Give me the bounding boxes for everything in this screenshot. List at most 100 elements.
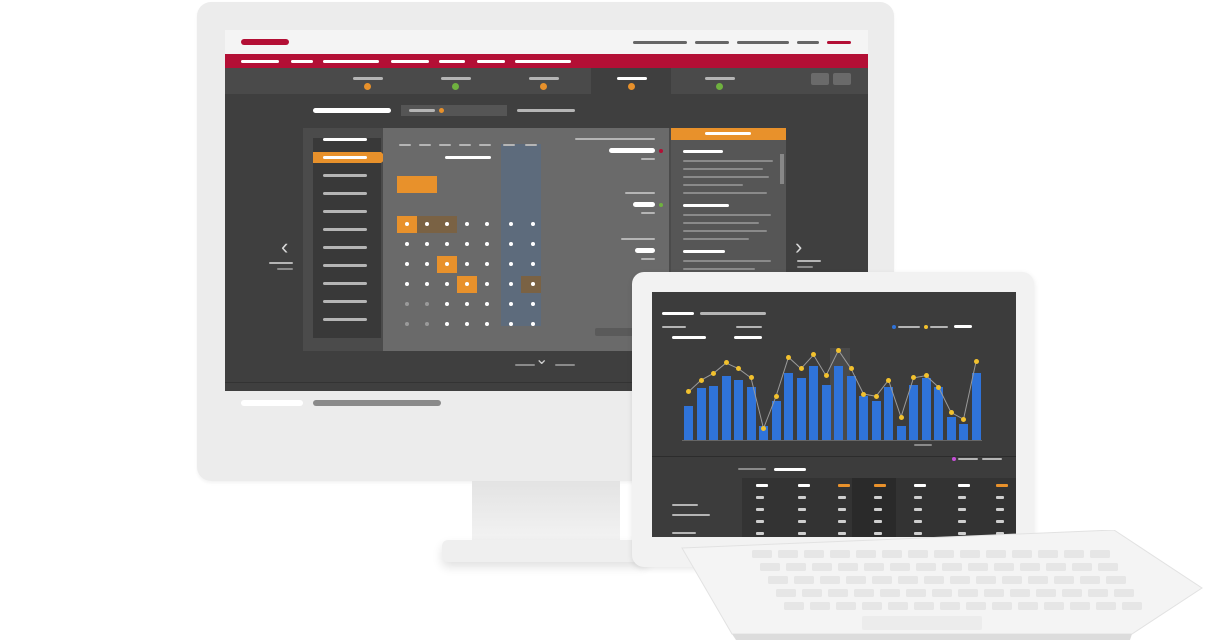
brand-logo[interactable] <box>241 39 289 45</box>
matrix-cell-dot[interactable] <box>425 322 429 326</box>
top-link-3[interactable] <box>737 41 789 44</box>
chevron-right-icon[interactable]: › <box>795 234 803 259</box>
matrix-cell-dot[interactable] <box>485 242 489 246</box>
matrix-cell-dot[interactable] <box>445 242 449 246</box>
matrix-cell-dot[interactable] <box>509 242 513 246</box>
chart-bar[interactable] <box>871 400 881 440</box>
matrix-cell-dot[interactable] <box>531 322 535 326</box>
matrix-cell-selected[interactable] <box>397 176 437 193</box>
matrix-cell-dot[interactable] <box>405 302 409 306</box>
matrix-cell-dot[interactable] <box>465 222 469 226</box>
matrix-cell-dot[interactable] <box>465 302 469 306</box>
chart-bar[interactable] <box>684 405 693 440</box>
chart-point[interactable] <box>861 391 866 397</box>
chart-bar[interactable] <box>846 375 856 440</box>
nav-item-3[interactable] <box>323 60 379 63</box>
chart-point[interactable] <box>723 360 729 366</box>
chevron-left-icon[interactable]: ‹ <box>281 234 289 259</box>
matrix-cell-dot[interactable] <box>405 322 409 326</box>
matrix-col-header[interactable] <box>525 144 537 146</box>
chart-bar[interactable] <box>809 366 818 440</box>
step-tab-4-label[interactable] <box>617 77 647 80</box>
nav-item-4[interactable] <box>391 60 429 63</box>
matrix-cell-dot[interactable] <box>425 282 429 286</box>
chart-point[interactable] <box>761 426 766 431</box>
top-link-active[interactable] <box>827 41 851 44</box>
chart-bar[interactable] <box>796 377 806 440</box>
chart-point[interactable] <box>848 366 854 372</box>
nav-item-2[interactable] <box>291 60 313 63</box>
chart-point[interactable] <box>961 416 966 422</box>
matrix-cell-dot[interactable] <box>531 222 535 226</box>
matrix-cell-dot[interactable] <box>485 302 489 306</box>
nav-item-6[interactable] <box>477 60 505 63</box>
chart-point[interactable] <box>886 377 891 383</box>
matrix-col-header[interactable] <box>439 144 451 146</box>
matrix-cell-dot[interactable] <box>425 262 429 266</box>
row-item[interactable] <box>323 318 367 321</box>
row-item[interactable] <box>323 174 367 177</box>
chart-point[interactable] <box>698 377 704 383</box>
chart-point[interactable] <box>748 375 754 381</box>
top-link-4[interactable] <box>797 41 819 44</box>
chart-bar[interactable] <box>834 366 843 440</box>
step-tab-active[interactable] <box>591 68 671 94</box>
chart-point[interactable] <box>911 375 916 381</box>
matrix-col-header[interactable] <box>399 144 411 146</box>
chart-bar[interactable] <box>959 423 968 440</box>
matrix-cell-dot[interactable] <box>531 262 535 266</box>
info-card-scrollbar[interactable] <box>780 154 784 184</box>
top-link-1[interactable] <box>633 41 687 44</box>
apply-button[interactable] <box>595 328 655 336</box>
matrix-cell-range[interactable] <box>417 216 457 233</box>
matrix-cell-dot[interactable] <box>405 262 409 266</box>
chart-point[interactable] <box>823 373 829 379</box>
chart-point[interactable] <box>798 366 804 372</box>
step-tab-2-label[interactable] <box>441 77 471 80</box>
nav-item-5[interactable] <box>439 60 465 63</box>
chart-point[interactable] <box>898 414 904 420</box>
matrix-cell-dot[interactable] <box>445 282 449 286</box>
chart-bar[interactable] <box>721 375 731 440</box>
chart-bar[interactable] <box>771 400 781 440</box>
matrix-cell-dot[interactable] <box>509 302 513 306</box>
matrix-cell-dot[interactable] <box>509 322 513 326</box>
chart-bar[interactable] <box>921 377 931 440</box>
footer-secondary-button[interactable] <box>313 400 441 406</box>
matrix-cell-dot[interactable] <box>405 222 409 226</box>
chart-point[interactable] <box>948 409 954 415</box>
matrix-cell-dot[interactable] <box>465 282 469 286</box>
matrix-cell-dot[interactable] <box>425 302 429 306</box>
chart-point[interactable] <box>811 352 816 358</box>
chart-bar[interactable] <box>884 387 893 440</box>
chart-bar[interactable] <box>746 387 756 440</box>
chart-bar[interactable] <box>759 426 768 440</box>
chart-point[interactable] <box>923 373 929 379</box>
matrix-cell-dot[interactable] <box>405 242 409 246</box>
matrix-cell-dot[interactable] <box>445 322 449 326</box>
matrix-cell-dot[interactable] <box>531 282 535 286</box>
matrix-cell-dot[interactable] <box>425 242 429 246</box>
row-item[interactable] <box>323 192 367 195</box>
matrix-col-header[interactable] <box>503 144 515 146</box>
chart-bar[interactable] <box>709 385 718 440</box>
matrix-col-header[interactable] <box>459 144 471 146</box>
row-item[interactable] <box>323 228 367 231</box>
chart-point[interactable] <box>711 370 716 376</box>
row-item[interactable] <box>323 246 367 249</box>
matrix-cell-dot[interactable] <box>465 322 469 326</box>
matrix-cell-dot[interactable] <box>465 242 469 246</box>
step-tab-5-label[interactable] <box>705 77 735 80</box>
nav-item-1[interactable] <box>241 60 279 63</box>
top-link-2[interactable] <box>695 41 729 44</box>
matrix-cell-dot[interactable] <box>509 282 513 286</box>
matrix-cell-dot[interactable] <box>485 262 489 266</box>
chart-bar[interactable] <box>734 380 743 440</box>
chart-bar[interactable] <box>821 384 831 440</box>
chart-bar[interactable] <box>784 373 793 440</box>
tool-button-1[interactable] <box>811 73 829 85</box>
chart-point[interactable] <box>836 347 841 353</box>
step-tab-1-label[interactable] <box>353 77 383 80</box>
footer-primary-button[interactable] <box>241 400 303 406</box>
matrix-cell-dot[interactable] <box>445 222 449 226</box>
